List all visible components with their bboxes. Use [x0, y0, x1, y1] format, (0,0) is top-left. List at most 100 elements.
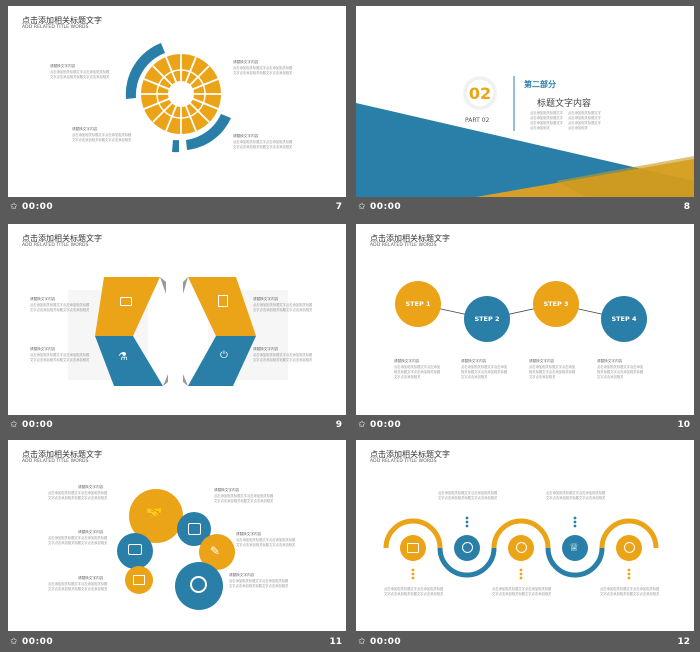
trophy-icon: ♕	[569, 541, 579, 554]
caption: 请替换文字内容	[229, 573, 255, 577]
body-text: 点击添加相关标题文字点击添加相关标题文字点击添加相关标题文字点击添加相关	[253, 303, 313, 312]
body-text: 点击添加相关标题文字点击添加相关标题文字点击添加相关标题文字点击添加相关	[48, 491, 108, 500]
caption: 请替换文字内容	[214, 488, 240, 492]
star-icon: ✩	[10, 637, 19, 647]
caption: 请替换文字内容	[30, 297, 56, 301]
slide-footer: ✩ 00:00 11	[8, 634, 346, 652]
caption: 请替换文字内容	[253, 297, 279, 301]
slide-number: 12	[677, 637, 690, 647]
slide-title: 点击添加相关标题文字	[22, 16, 102, 25]
body-text: 点击添加相关标题文字点击添加相关标题文字点击添加相关标题文字点击添加相关	[236, 538, 296, 547]
body-text: 点击添加相关标题文字点击添加相关标题文字点击添加相关标题文字点击添加相关	[438, 491, 498, 500]
step-connector-lines	[395, 281, 647, 342]
slide-subtitle: ADD RELATED TITLE WORDS	[22, 459, 89, 464]
body-text: 点击添加相关标题文字点击添加相关标题文字点击添加相关标题文字点击添加相关	[30, 303, 90, 312]
handshake-icon: 🤝	[146, 506, 163, 521]
body-text: 点击添加相关标题文字点击添加相关标题文字点击添加相关标题文字点击添加相关	[30, 353, 90, 362]
body-text: 点击添加相关标题文字点击添加相关标题文字点击添加相关标题文字点击添加相关	[546, 491, 606, 500]
star-icon: ✩	[358, 637, 367, 647]
bubble-cluster-diagram	[117, 489, 235, 610]
camera-icon	[128, 544, 142, 555]
body-text: 点击添加相关标题文字点击添加相关标题文字点击添加相关标题文字点击添加相关	[229, 579, 289, 588]
power-plug-icon: ⏻	[220, 350, 228, 361]
section-subtitle: 标题文字内容	[537, 99, 592, 109]
slide-thumbnail-11[interactable]: 点击添加相关标题文字 ADD RELATED TITLE WORDS 🤝 ✎ 请…	[8, 440, 346, 631]
broom-icon: ✎	[210, 544, 221, 558]
body-text: 点击添加相关标题文字点击添加相关标题文字点击添加相关标题文字点击添加相关	[233, 66, 293, 75]
body-text: 点击添加相关标题文字点击添加相关标题文字点击添加相关标题文字点击添加相关	[48, 536, 108, 545]
caption: 请替换文字内容	[30, 347, 56, 351]
body-text: 点击添加相关标题文字点击添加相关标题文字点击添加相关标题文字点击添加相关	[233, 140, 293, 149]
body-text: 点击添加相关标题文字点击添加相关标题文字点击添加相关标题文字点击添加相关	[394, 365, 441, 379]
caption: 请替换文字内容	[50, 64, 76, 68]
body-text: 点击添加相关标题文字点击添加相关标题文字点击添加相关标题文字点击添加相关	[72, 133, 132, 142]
wave-timeline-diagram	[383, 516, 659, 580]
radial-wheel-diagram	[125, 43, 231, 153]
caption: 请替换文字内容	[78, 530, 104, 534]
step-4-label: STEP 4	[611, 315, 637, 323]
slide-subtitle: ADD RELATED TITLE WORDS	[370, 459, 437, 464]
slide-time: 00:00	[370, 420, 402, 430]
search-home-icon	[190, 576, 207, 593]
slide-title: 点击添加相关标题文字	[22, 450, 102, 459]
slide-thumbnail-12[interactable]: 点击添加相关标题文字 ADD RELATED TITLE WORDS ♕ 点击添…	[356, 440, 694, 631]
slide-title: 点击添加相关标题文字	[22, 234, 102, 243]
slide-thumbnail-10[interactable]: 点击添加相关标题文字 ADD RELATED TITLE WORDS STEP …	[356, 224, 694, 415]
part-label: PART 02	[465, 117, 490, 124]
body-text: 点击添加相关标题文字点击添加相关标题文字点击添加相关标题文字点击添加相关	[600, 587, 660, 596]
body-text: 点击添加相关标题文字点击添加相关标题文字点击添加相关标题文字点击添加相关	[597, 365, 644, 379]
caption: 请替换文字内容	[236, 532, 262, 536]
slide-footer: ✩ 00:00 7	[8, 199, 346, 217]
caption: 请替换文字内容	[529, 359, 555, 363]
chevron-ribbon-diagram	[68, 277, 288, 386]
chart-icon	[188, 523, 201, 535]
bulb-sync-icon	[624, 542, 635, 553]
step-2-label: STEP 2	[474, 315, 500, 323]
body-text: 点击添加相关标题文字点击添加相关标题文字点击添加相关标题文字点击添加相关	[384, 587, 444, 596]
slide-time: 00:00	[370, 637, 402, 647]
slide-number: 9	[335, 420, 342, 430]
caption: 请替换文字内容	[253, 347, 279, 351]
slide-time: 00:00	[22, 202, 54, 212]
caption: 请替换文字内容	[461, 359, 487, 363]
slide-title: 点击添加相关标题文字	[370, 234, 450, 243]
slide-thumbnail-7[interactable]: 点击添加相关标题文字 ADD RELATED TITLE WORDS 请替换	[8, 6, 346, 197]
section-title: 第二部分	[524, 80, 556, 89]
body-text: 点击添加相关标题文字点击添加相关标题文字点击添加相关标题文字点击添加相关	[568, 111, 601, 130]
slide-subtitle: ADD RELATED TITLE WORDS	[22, 243, 89, 248]
part-number: 02	[468, 84, 492, 103]
step-3-label: STEP 3	[543, 300, 569, 308]
caption: 请替换文字内容	[78, 485, 104, 489]
slide-thumbnail-9[interactable]: 点击添加相关标题文字 ADD RELATED TITLE WORDS ⚗ ⏻ 请…	[8, 224, 346, 415]
slide-footer: ✩ 00:00 8	[356, 199, 694, 217]
document-icon	[218, 295, 228, 307]
part-number-badge	[463, 76, 515, 131]
body-text: 点击添加相关标题文字点击添加相关标题文字点击添加相关标题文字点击添加相关	[530, 111, 563, 130]
lab-flask-icon: ⚗	[118, 350, 128, 363]
slide-time: 00:00	[22, 420, 54, 430]
slide-number: 11	[329, 637, 342, 647]
caption: 请替换文字内容	[394, 359, 420, 363]
body-text: 点击添加相关标题文字点击添加相关标题文字点击添加相关标题文字点击添加相关	[253, 353, 313, 362]
slide-time: 00:00	[370, 202, 402, 212]
step-1-label: STEP 1	[405, 300, 431, 308]
caption: 请替换文字内容	[78, 576, 104, 580]
caption: 请替换文字内容	[72, 127, 98, 131]
monitor-icon	[120, 297, 132, 306]
slide-title: 点击添加相关标题文字	[370, 450, 450, 459]
slide-subtitle: ADD RELATED TITLE WORDS	[370, 243, 437, 248]
star-icon: ✩	[358, 420, 367, 430]
star-icon: ✩	[10, 420, 19, 430]
body-text: 点击添加相关标题文字点击添加相关标题文字点击添加相关标题文字点击添加相关	[50, 70, 110, 79]
lightbulb-icon	[462, 542, 473, 553]
body-text: 点击添加相关标题文字点击添加相关标题文字点击添加相关标题文字点击添加相关	[48, 582, 108, 591]
body-text: 点击添加相关标题文字点击添加相关标题文字点击添加相关标题文字点击添加相关	[461, 365, 508, 379]
star-icon: ✩	[10, 202, 19, 212]
caption: 请替换文字内容	[233, 60, 259, 64]
body-text: 点击添加相关标题文字点击添加相关标题文字点击添加相关标题文字点击添加相关	[214, 494, 274, 503]
body-text: 点击添加相关标题文字点击添加相关标题文字点击添加相关标题文字点击添加相关	[529, 365, 576, 379]
image-icon	[133, 575, 145, 585]
caption: 请替换文字内容	[233, 134, 259, 138]
slide-number: 8	[683, 202, 690, 212]
slide-thumbnail-8[interactable]: 02 PART 02 第二部分 标题文字内容 点击添加相关标题文字点击添加相关标…	[356, 6, 694, 197]
